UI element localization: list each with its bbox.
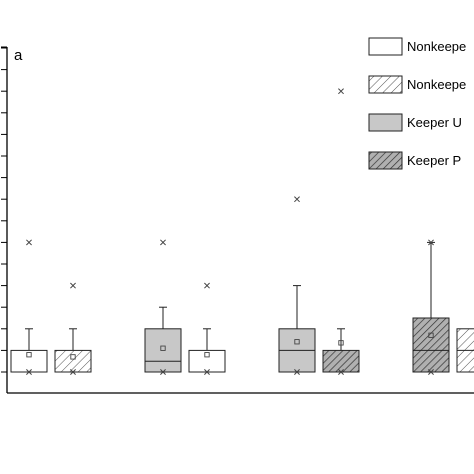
legend-label: Nonkeepe — [407, 39, 466, 54]
box — [412, 317, 450, 373]
mean-marker — [294, 339, 300, 345]
outlier-marker — [70, 282, 76, 289]
min-marker-stroke — [204, 369, 210, 375]
box — [188, 349, 226, 373]
min-marker-stroke — [294, 369, 300, 375]
mean-marker — [428, 332, 434, 338]
box-group-2-0 — [278, 196, 316, 375]
outlier-marker-stroke — [338, 88, 344, 95]
min-marker — [294, 369, 300, 375]
box — [322, 349, 360, 373]
box — [10, 349, 48, 373]
legend-label: Keeper P — [407, 153, 461, 168]
outlier-marker-stroke — [70, 282, 76, 289]
box-group-3-0 — [412, 239, 450, 375]
outlier-marker — [204, 282, 210, 289]
box-group-1-0 — [144, 239, 182, 375]
panel-label: a — [14, 47, 23, 64]
axes — [1, 46, 474, 394]
legend-swatch — [368, 151, 403, 170]
outlier-marker — [294, 196, 300, 203]
outlier-marker — [428, 239, 434, 246]
legend-swatch — [368, 75, 403, 94]
min-marker — [26, 369, 32, 375]
min-marker — [160, 369, 166, 375]
legend-item: Nonkeepe — [368, 37, 466, 56]
box-group-0-1 — [54, 282, 92, 375]
min-marker — [338, 369, 344, 375]
legend-item: Keeper U — [368, 113, 462, 132]
outlier-marker-stroke — [26, 239, 32, 246]
min-marker-stroke — [160, 369, 166, 375]
min-marker-stroke — [26, 369, 32, 375]
legend-label: Keeper U — [407, 115, 462, 130]
legend-swatch — [368, 37, 403, 56]
mean-marker — [26, 352, 32, 358]
mean-marker — [160, 345, 166, 351]
outlier-marker-stroke — [428, 239, 434, 246]
outlier-marker — [338, 88, 344, 95]
mean-marker — [338, 340, 344, 346]
box-group-0-0 — [10, 239, 48, 375]
box-group-1-1 — [188, 282, 226, 375]
outlier-marker — [160, 239, 166, 246]
legend-swatch — [368, 113, 403, 132]
min-marker — [70, 369, 76, 375]
outlier-marker-stroke — [160, 239, 166, 246]
min-marker-stroke — [70, 369, 76, 375]
min-marker — [204, 369, 210, 375]
outlier-marker-stroke — [204, 282, 210, 289]
legend-item: Keeper P — [368, 151, 461, 170]
legend: Nonkeepe Nonkeepe Keeper U Keeper P — [368, 37, 466, 170]
legend-item: Nonkeepe — [368, 75, 466, 94]
outlier-marker-stroke — [294, 196, 300, 203]
legend-label: Nonkeepe — [407, 77, 466, 92]
box-group-3-1 — [456, 328, 474, 373]
mean-marker — [204, 352, 210, 358]
box — [54, 349, 92, 373]
min-marker — [428, 369, 434, 375]
mean-marker — [70, 354, 76, 360]
boxes-layer — [10, 88, 474, 375]
min-marker-stroke — [428, 369, 434, 375]
outlier-marker — [26, 239, 32, 246]
min-marker-stroke — [338, 369, 344, 375]
box-group-2-1 — [322, 88, 360, 375]
